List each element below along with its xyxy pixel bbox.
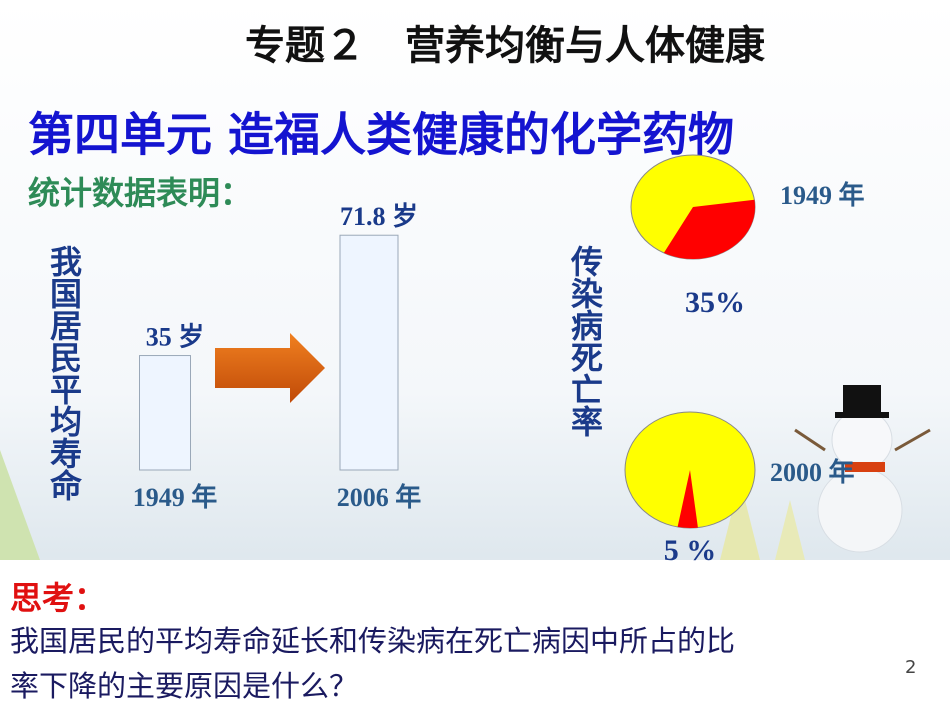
value-label: 35% (685, 286, 745, 319)
think-line: 我国居民的平均寿命延长和传染病在死亡病因中所占的比 (10, 624, 735, 658)
bar-axis-label: 我国居民平均寿命 (45, 245, 83, 501)
pie-slice (677, 470, 698, 528)
think-label: 思考： (10, 579, 106, 617)
title: 专题２ 营养均衡与人体健康 (245, 23, 765, 69)
value-label: 35 岁 (146, 322, 205, 352)
think-line: 率下降的主要原因是什么？ (10, 669, 358, 703)
subtitle: 第四单元 造福人类健康的化学药物 (28, 108, 734, 162)
text-band (0, 560, 950, 713)
value-label: 71.8 岁 (340, 201, 418, 231)
value-label: 5 % (664, 534, 717, 567)
category-label: 2006 年 (337, 482, 422, 512)
category-label: 1949 年 (133, 482, 218, 512)
pie-axis-label: 传染病死亡率 (566, 245, 604, 437)
pie-label: 2000 年 (770, 457, 855, 487)
pie-slice (663, 199, 755, 259)
decoration (0, 385, 931, 560)
lead: 统计数据表明： (28, 174, 252, 212)
bar (139, 355, 191, 471)
bar (339, 234, 399, 471)
pie-label: 1949 年 (780, 180, 865, 210)
arrow (215, 333, 325, 403)
page-number: 2 (905, 657, 916, 678)
